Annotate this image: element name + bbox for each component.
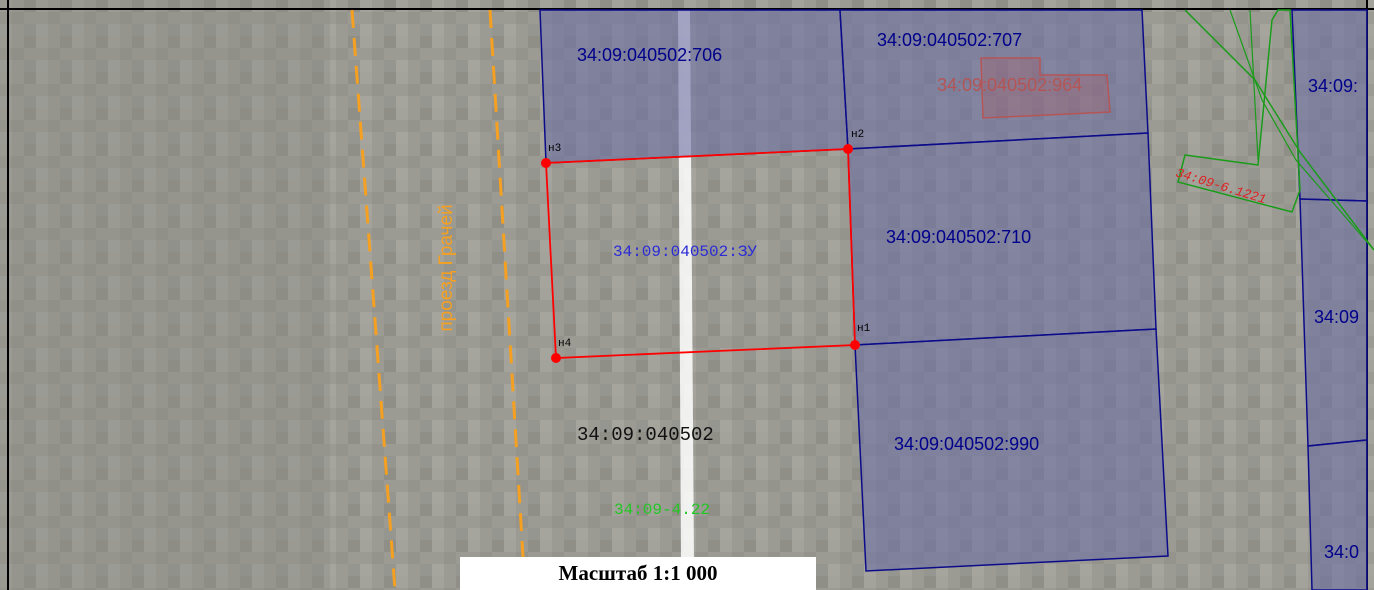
point-n1-marker[interactable] (850, 340, 860, 350)
road-edge-left (350, 9, 397, 590)
point-n3-label: н3 (548, 143, 561, 155)
parcel-edge-bottom-label: 34:0 (1324, 542, 1359, 562)
scale-box: Масштаб 1:1 000 (460, 557, 816, 590)
parcel-edge-bottom[interactable] (1307, 439, 1368, 590)
parcel-edge-top-label: 34:09: (1308, 76, 1358, 96)
scale-label: Масштаб 1:1 000 (558, 561, 718, 585)
point-n2-label: н2 (851, 129, 864, 141)
block-label: 34:09:040502 (577, 424, 714, 446)
road-edge-right (488, 9, 527, 590)
parcel-964-label: 34:09:040502:964 (937, 75, 1082, 95)
zone-green-label: 34:09-4.22 (614, 501, 710, 519)
point-n3-marker[interactable] (541, 158, 551, 168)
zone-green-line-a (1184, 9, 1374, 251)
zone-red-polygon[interactable] (1177, 9, 1301, 213)
point-n2-marker[interactable] (843, 144, 853, 154)
parcel-990[interactable] (854, 328, 1169, 572)
parcel-964[interactable] (980, 57, 1111, 119)
parcel-edge-mid-label: 34:09 (1314, 307, 1359, 327)
parcel-990-label: 34:09:040502:990 (894, 434, 1039, 454)
point-n4-label: н4 (558, 338, 572, 350)
zone-green-line-b (1229, 9, 1374, 251)
zone-green-line-c (1249, 9, 1259, 161)
point-n1-label: н1 (857, 323, 871, 335)
point-n4-marker[interactable] (551, 353, 561, 363)
parcel-710-label: 34:09:040502:710 (886, 227, 1031, 247)
parcel-706-label: 34:09:040502:706 (577, 45, 722, 65)
dark-field-area (0, 0, 330, 590)
street-label: проезд Грачей (436, 204, 457, 331)
selected-parcel-label: 34:09:040502:ЗУ (613, 243, 757, 261)
parcel-707-label: 34:09:040502:707 (877, 30, 1022, 50)
parcel-edge-top[interactable] (1291, 9, 1368, 202)
parcel-706[interactable] (539, 9, 849, 164)
